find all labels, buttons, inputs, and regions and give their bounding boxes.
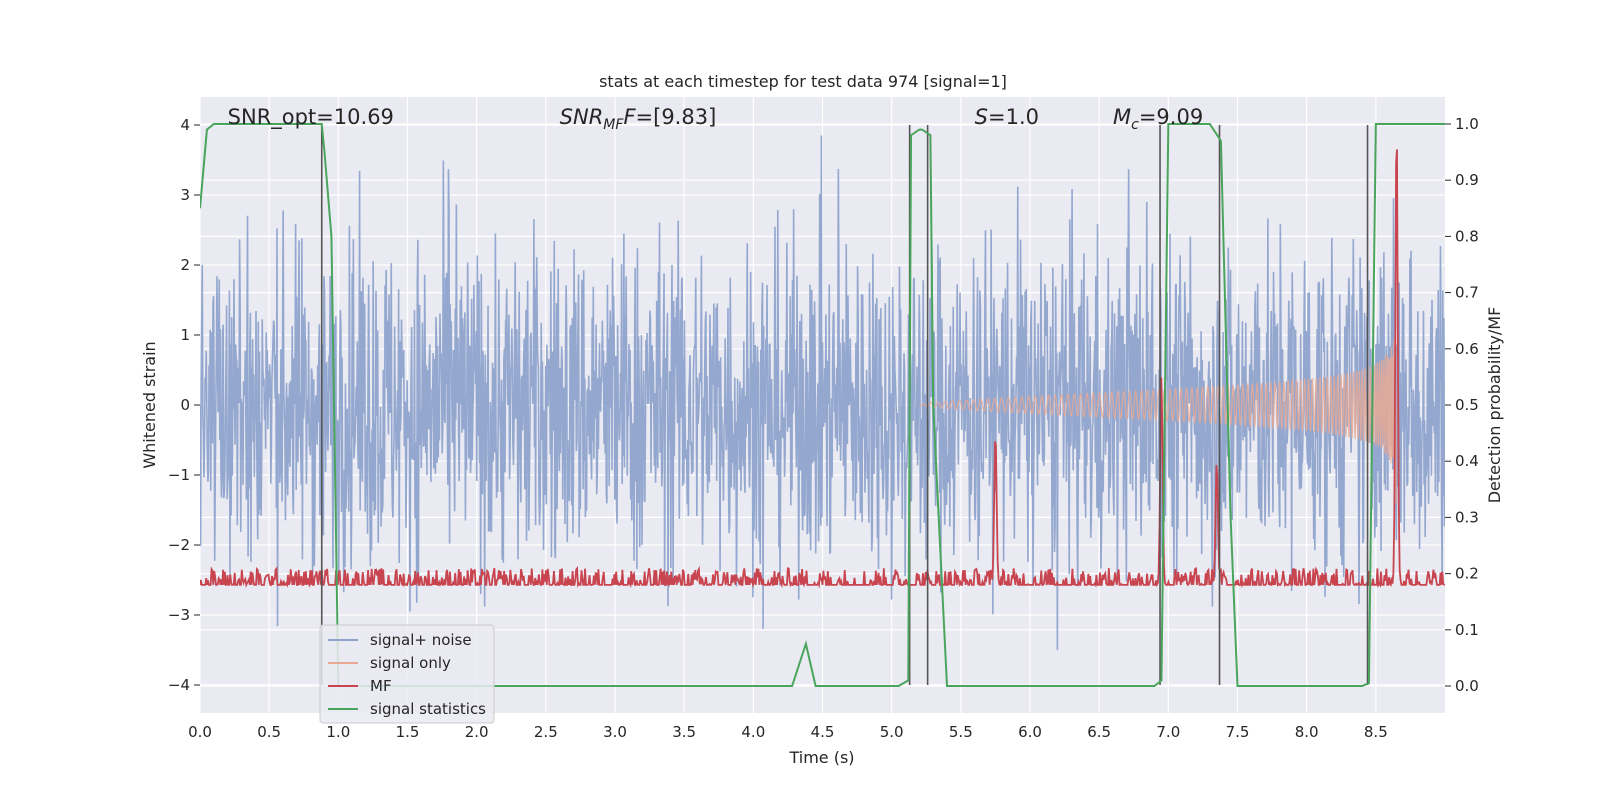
x-tick-label: 3.5 (672, 723, 696, 741)
annotation-text: Mc=9.09 (1113, 105, 1203, 133)
x-tick-label: 6.5 (1087, 723, 1111, 741)
y-left-tick-label: 3 (180, 186, 190, 204)
x-tick-label: 5.5 (949, 723, 973, 741)
y-axis-left-ticks: −4 −3 −2 −1 0 1 2 3 4 (168, 116, 200, 694)
y-axis-right-ticks: 0.0 0.1 0.2 0.3 0.4 0.5 0.6 0.7 0.8 0.9 1.0 (1445, 115, 1479, 695)
x-tick-label: 4.5 (811, 723, 835, 741)
signal-only-line (919, 315, 1397, 504)
annotation-text: S=1.0 (975, 105, 1039, 129)
y-right-tick-label: 0.3 (1455, 508, 1479, 526)
mf-line (200, 149, 1445, 589)
y-left-tick-label: 4 (180, 116, 190, 134)
x-tick-label: 1.5 (396, 723, 420, 741)
y-right-tick-label: 0.4 (1455, 452, 1479, 470)
y-left-tick-label: 1 (180, 326, 190, 344)
y-axis-right-label: Detection probability/MF (1485, 307, 1504, 504)
y-left-tick-label: −4 (168, 676, 190, 694)
y-left-tick-label: −1 (168, 466, 190, 484)
x-tick-label: 7.5 (1226, 723, 1250, 741)
plot-content (200, 122, 1445, 688)
x-tick-label: 3.0 (603, 723, 627, 741)
x-tick-label: 2.0 (465, 723, 489, 741)
x-axis-label: Time (s) (788, 748, 854, 767)
signal-only-series (919, 315, 1397, 504)
legend-box (319, 624, 495, 724)
legend-label: signal only (370, 654, 451, 672)
legend-label: signal statistics (370, 700, 486, 718)
legend-label: MF (370, 677, 392, 695)
y-right-tick-label: 0.6 (1455, 340, 1479, 358)
signal-statistics-line (200, 122, 1445, 688)
y-left-tick-label: −3 (168, 606, 190, 624)
legend: signal+ noise signal only MF signal statist… (319, 624, 495, 724)
y-left-tick-label: 2 (180, 256, 190, 274)
x-axis-ticks: 0.0 0.5 1.0 1.5 2.0 2.5 3.0 3.5 4.0 4.5 5.0 5.5 6.0 6… (188, 723, 1388, 741)
y-left-tick-label: 0 (180, 396, 190, 414)
signal-plus-noise-line (200, 135, 1445, 651)
y-right-tick-label: 0.8 (1455, 227, 1479, 245)
chart-title: stats at each timestep for test data 974… (599, 72, 1007, 91)
annotations: SNR_opt=10.69 SNRMFF=[9.83] S=1.0 Mc=9.09 (228, 105, 1204, 133)
annotation-text: SNR_opt=10.69 (228, 105, 394, 130)
legend-label: signal+ noise (370, 631, 472, 649)
x-tick-label: 0.5 (257, 723, 281, 741)
x-tick-label: 4.0 (741, 723, 765, 741)
y-right-tick-label: 0.0 (1455, 677, 1479, 695)
y-right-tick-label: 0.1 (1455, 621, 1479, 639)
x-tick-label: 6.0 (1018, 723, 1042, 741)
x-tick-label: 8.0 (1295, 723, 1319, 741)
x-tick-label: 7.0 (1156, 723, 1180, 741)
x-tick-label: 8.5 (1364, 723, 1388, 741)
signal-plus-noise-series (200, 135, 1445, 651)
x-tick-label: 5.0 (880, 723, 904, 741)
y-right-tick-label: 1.0 (1455, 115, 1479, 133)
x-tick-label: 0.0 (188, 723, 212, 741)
annotation-text: SNRMFF=[9.83] (560, 105, 717, 133)
y-right-tick-label: 0.5 (1455, 396, 1479, 414)
y-axis-left-label: Whitened strain (140, 341, 159, 468)
x-tick-label: 1.0 (326, 723, 350, 741)
y-right-tick-label: 0.7 (1455, 284, 1479, 302)
x-tick-label: 2.5 (534, 723, 558, 741)
y-left-tick-label: −2 (168, 536, 190, 554)
y-right-tick-label: 0.2 (1455, 565, 1479, 583)
mf-series (200, 149, 1445, 589)
y-right-tick-label: 0.9 (1455, 171, 1479, 189)
signal-statistics-series (200, 122, 1445, 688)
